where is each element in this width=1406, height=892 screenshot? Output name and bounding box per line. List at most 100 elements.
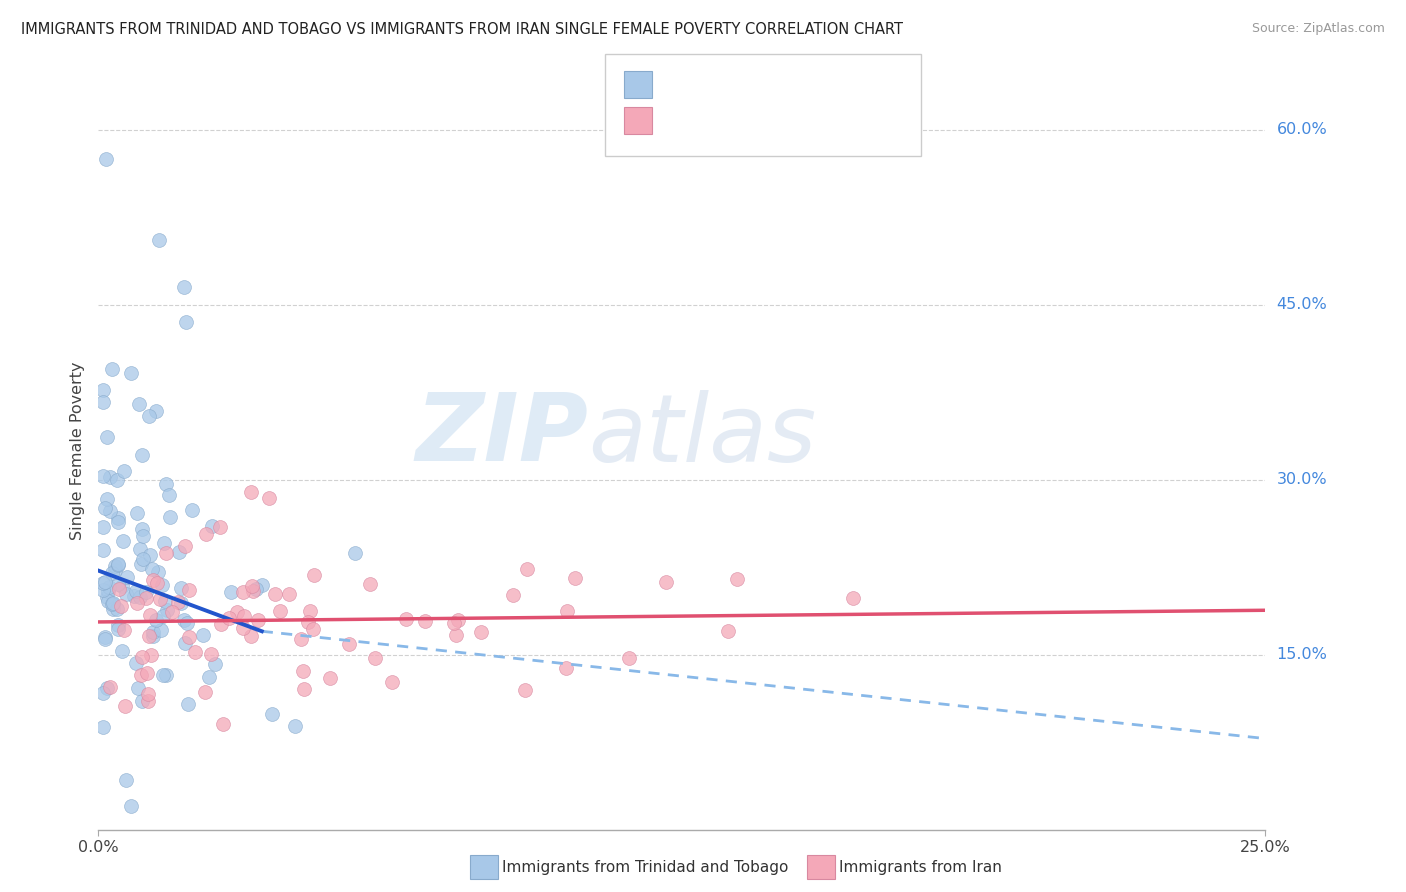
Point bbox=[131, 522, 153, 536]
Point bbox=[125, 656, 148, 670]
Text: 60.0%: 60.0% bbox=[1277, 122, 1327, 137]
Point bbox=[132, 552, 155, 566]
Point bbox=[359, 577, 381, 591]
Text: -0.110: -0.110 bbox=[693, 76, 755, 94]
Point bbox=[555, 661, 578, 675]
Point bbox=[516, 561, 538, 575]
Point bbox=[107, 577, 129, 591]
Point bbox=[179, 583, 201, 598]
Point bbox=[94, 152, 117, 166]
Point bbox=[112, 624, 135, 638]
Point bbox=[98, 680, 121, 694]
Point bbox=[94, 632, 117, 647]
Point bbox=[150, 624, 173, 638]
Point bbox=[145, 404, 167, 418]
Point bbox=[129, 668, 152, 682]
Point bbox=[122, 589, 145, 603]
Point bbox=[94, 631, 117, 645]
Point bbox=[292, 681, 315, 696]
Point bbox=[111, 579, 134, 593]
Point bbox=[654, 574, 676, 589]
Point bbox=[117, 570, 139, 584]
Point bbox=[194, 685, 217, 699]
Point bbox=[104, 559, 127, 574]
Point bbox=[177, 630, 200, 644]
Point bbox=[176, 616, 198, 631]
Point bbox=[101, 361, 124, 376]
Point bbox=[145, 613, 167, 627]
Text: IMMIGRANTS FROM TRINIDAD AND TOBAGO VS IMMIGRANTS FROM IRAN SINGLE FEMALE POVERT: IMMIGRANTS FROM TRINIDAD AND TOBAGO VS I… bbox=[21, 22, 903, 37]
Text: R =: R = bbox=[659, 112, 697, 129]
Point bbox=[156, 603, 179, 617]
Point bbox=[115, 587, 138, 601]
Point bbox=[101, 597, 124, 611]
Point bbox=[242, 584, 264, 599]
Text: N =: N = bbox=[763, 112, 803, 129]
Point bbox=[184, 645, 207, 659]
Point bbox=[148, 234, 170, 248]
Point bbox=[174, 636, 197, 650]
Point bbox=[283, 719, 305, 733]
Point bbox=[96, 491, 118, 506]
Point bbox=[98, 469, 121, 483]
Point bbox=[395, 612, 418, 626]
Point bbox=[211, 716, 233, 731]
Point bbox=[125, 506, 148, 520]
Point bbox=[381, 675, 404, 690]
Point bbox=[114, 773, 136, 788]
Point bbox=[91, 383, 114, 397]
Text: 30.0%: 30.0% bbox=[1277, 472, 1327, 487]
Point bbox=[141, 648, 163, 663]
Point bbox=[94, 500, 117, 515]
Point bbox=[149, 591, 172, 606]
Point bbox=[98, 504, 121, 518]
Point bbox=[112, 533, 135, 548]
Point bbox=[120, 366, 142, 380]
Point bbox=[447, 613, 470, 627]
Point bbox=[91, 520, 114, 534]
Point bbox=[290, 632, 312, 647]
Point bbox=[91, 468, 114, 483]
Point bbox=[198, 670, 221, 684]
Point bbox=[97, 584, 120, 599]
Point bbox=[91, 721, 114, 735]
Point bbox=[152, 667, 174, 681]
Point bbox=[225, 605, 247, 619]
Point bbox=[181, 503, 204, 517]
Point bbox=[155, 546, 177, 560]
Point bbox=[194, 527, 217, 541]
Point bbox=[107, 511, 129, 525]
Point bbox=[502, 588, 524, 602]
Point bbox=[101, 566, 124, 580]
Point bbox=[91, 394, 114, 409]
Point bbox=[302, 622, 325, 636]
Point bbox=[191, 628, 214, 642]
Point bbox=[131, 448, 153, 462]
Point bbox=[103, 602, 125, 616]
Point bbox=[155, 667, 177, 681]
Point bbox=[176, 315, 198, 329]
Point bbox=[841, 591, 863, 606]
Point bbox=[319, 671, 342, 685]
Point bbox=[337, 637, 360, 651]
Point bbox=[138, 694, 160, 708]
Point bbox=[101, 597, 124, 611]
Text: atlas: atlas bbox=[589, 390, 817, 481]
Point bbox=[302, 568, 325, 582]
Point bbox=[152, 608, 174, 623]
Point bbox=[138, 629, 160, 643]
Point bbox=[278, 587, 301, 601]
Text: 104: 104 bbox=[797, 76, 834, 94]
Point bbox=[173, 540, 195, 554]
Point bbox=[120, 799, 142, 814]
Point bbox=[209, 617, 232, 632]
Point bbox=[413, 615, 436, 629]
Point bbox=[98, 580, 121, 594]
Point bbox=[155, 477, 177, 491]
Point bbox=[250, 578, 273, 592]
Point bbox=[167, 595, 190, 609]
Point bbox=[128, 590, 150, 604]
Point bbox=[245, 582, 267, 597]
Point bbox=[177, 697, 200, 711]
Point bbox=[129, 541, 152, 556]
